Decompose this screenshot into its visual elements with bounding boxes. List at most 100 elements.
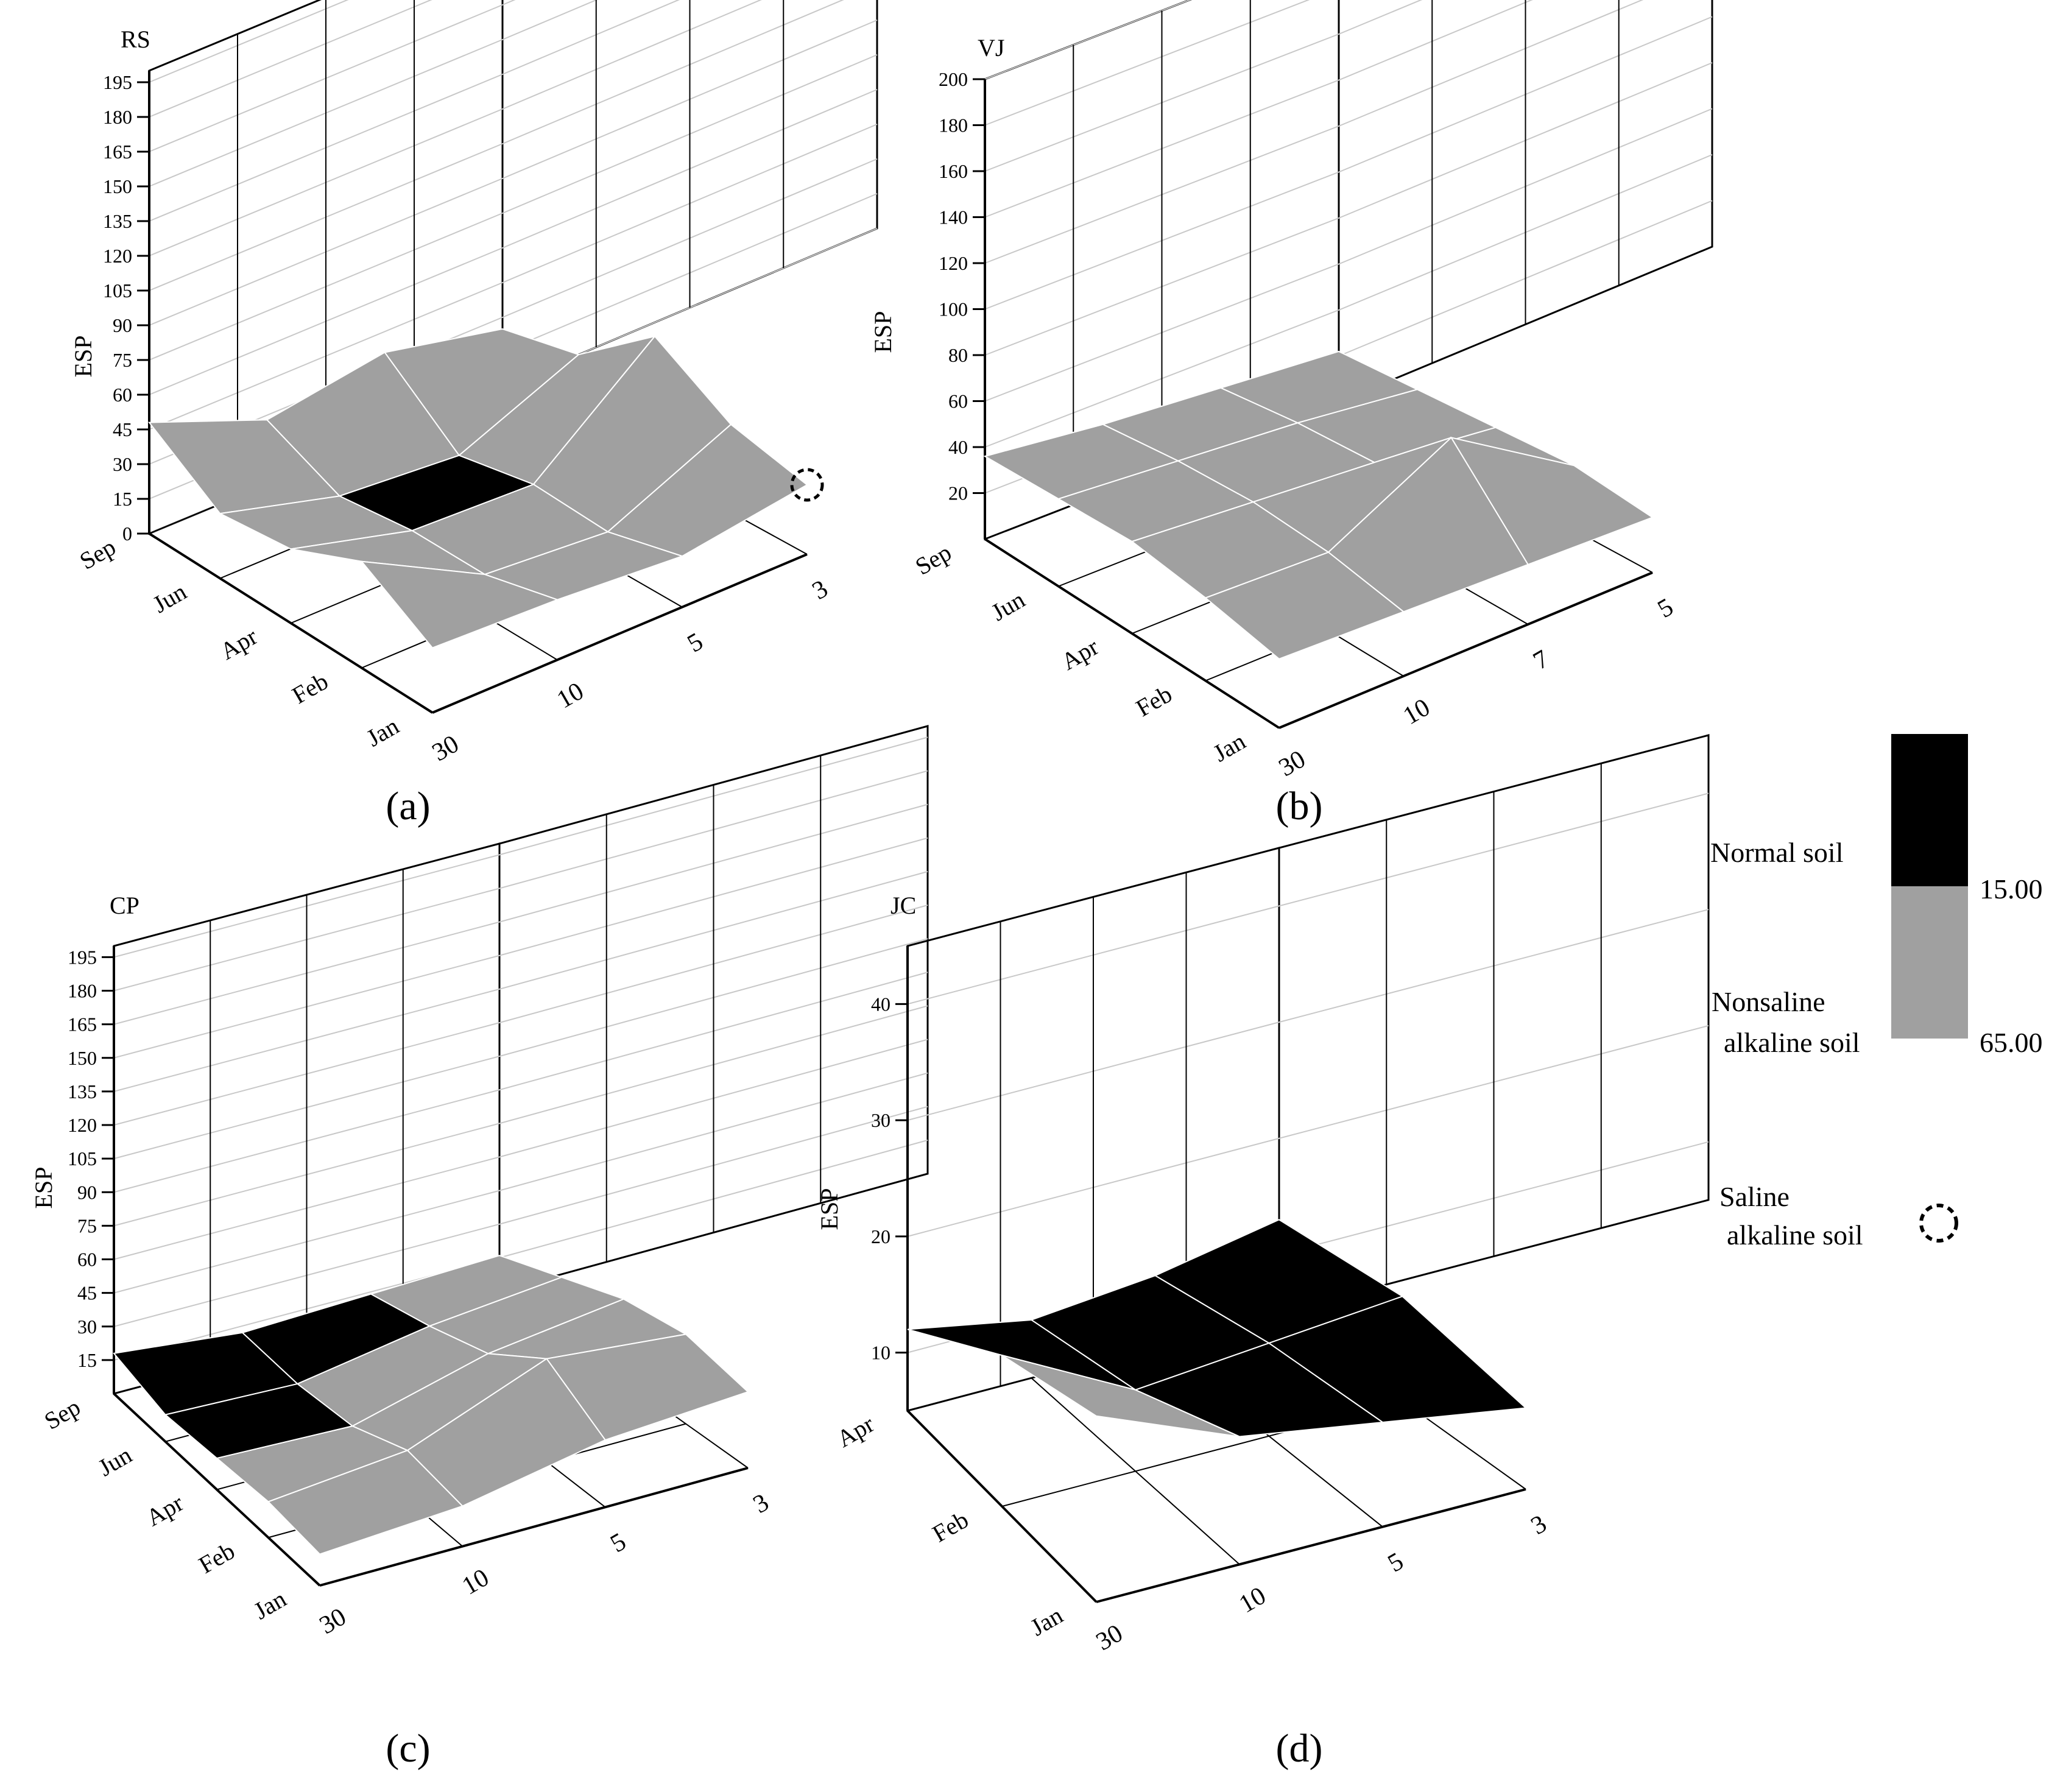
wall-gridline — [113, 1039, 928, 1260]
month-axis-line — [113, 1392, 321, 1587]
month-tick-label: Apr — [141, 1489, 188, 1531]
wall-gridline — [113, 837, 928, 1059]
esp-axis: 20 40 60 80 100 120 140 160 180 200 ESP — [869, 68, 986, 539]
month-tick-label: Jan — [1208, 727, 1250, 767]
esp-tick-label: 30 — [77, 1316, 97, 1338]
esp-tick-label: 105 — [103, 280, 132, 302]
esp-tick-label: 180 — [939, 115, 968, 136]
depth-tick-label: 5 — [1653, 593, 1678, 624]
month-tick-label: Sep — [911, 538, 956, 580]
depth-axis-line — [1278, 571, 1653, 729]
wall-gridline — [984, 16, 1713, 310]
esp-axis-label: ESP — [869, 311, 897, 353]
wall-gridline — [149, 0, 349, 83]
right-back-wall — [1278, 734, 1710, 1314]
wall-gridline — [113, 1072, 928, 1294]
depth-tick-label: 10 — [552, 677, 588, 714]
esp-tick-label: 20 — [871, 1226, 890, 1247]
month-tick-label: Sep — [40, 1393, 85, 1435]
esp-tick-label: 15 — [77, 1349, 97, 1371]
wall-gridline — [984, 108, 1713, 402]
month-tick-label: Apr — [1057, 633, 1103, 676]
wall-gridline — [149, 54, 878, 361]
esp-tick-label: 0 — [122, 523, 132, 545]
surface-cell — [1204, 551, 1405, 660]
esp-tick-label: 75 — [77, 1215, 97, 1236]
legend-swatch-normal — [1891, 734, 1968, 886]
depth-tick-label: 3 — [808, 575, 833, 605]
wall-gridline — [149, 0, 516, 152]
esp-tick-label: 105 — [68, 1148, 97, 1169]
esp-tick-label: 45 — [113, 418, 132, 440]
depth-tick-label: 3 — [749, 1489, 774, 1519]
month-tick-label: Feb — [928, 1506, 973, 1548]
month-tick-label: Apr — [832, 1410, 878, 1453]
depth-axis-line — [1096, 1488, 1526, 1603]
esp-axis: 10 20 30 40 ESP — [816, 946, 909, 1411]
esp-tick-label: 195 — [103, 71, 132, 93]
wall-gridline — [984, 0, 1423, 172]
wall-gridline — [113, 1005, 928, 1227]
depth-axis: 30 10 5 3 — [1091, 1510, 1551, 1657]
esp-tick-label: 45 — [77, 1282, 97, 1304]
legend-nonsaline-label-1: Nonsaline — [1712, 986, 1825, 1017]
wall-gridline — [113, 736, 928, 958]
depth-tick-label: 5 — [606, 1528, 631, 1558]
wall-gridline — [907, 1025, 1709, 1237]
month-tick-label: Jan — [1026, 1601, 1068, 1642]
month-axis: Apr Feb Jan — [832, 1410, 1067, 1642]
month-tick-label: Feb — [287, 667, 333, 709]
wall-gridline — [149, 89, 878, 395]
wall-gridline — [907, 792, 1709, 1005]
esp-tick-label: 165 — [103, 141, 132, 163]
wall-gridline — [113, 870, 928, 1092]
esp-tick-label: 40 — [871, 993, 890, 1015]
esp-axis-label: ESP — [69, 336, 97, 378]
wall-gridline — [984, 0, 1310, 126]
floor-line-depth — [1031, 1377, 1240, 1565]
esp-tick-label: 90 — [113, 314, 132, 336]
esp-tick-label: 200 — [939, 68, 968, 90]
legend: Normal soil 15.00 Nonsaline alkaline soi… — [1710, 734, 2043, 1251]
wall-gridline — [113, 1106, 928, 1327]
month-axis-line — [148, 532, 434, 714]
depth-tick-label: 3 — [1526, 1510, 1551, 1540]
esp-axis-label: ESP — [816, 1188, 843, 1230]
wall-gridline — [113, 770, 928, 992]
depth-tick-label: 5 — [683, 627, 708, 658]
legend-normal-label: Normal soil — [1710, 837, 1843, 868]
saline-marker-icon — [1919, 1204, 1958, 1243]
wall-gridline — [984, 62, 1713, 356]
month-tick-label: Jan — [362, 712, 404, 752]
month-axis-line — [906, 1409, 1098, 1603]
right-back-wall — [498, 725, 929, 1293]
wall-gridline — [984, 0, 1644, 264]
legend-threshold-high: 65.00 — [1980, 1027, 2043, 1058]
esp-tick-label: 120 — [939, 252, 968, 274]
depth-tick-label: 7 — [1529, 645, 1554, 676]
wall-gridline — [984, 154, 1713, 448]
month-tick-label: Feb — [1131, 680, 1176, 722]
surface-plot-c: 153045607590105120135150165180195ESPSepJ… — [30, 725, 929, 1771]
esp-tick-label: 15 — [113, 488, 132, 510]
month-tick-label: Apr — [216, 623, 262, 665]
floor-grid — [906, 1312, 1526, 1603]
esp-tick-label: 20 — [948, 482, 968, 504]
esp-tick-label: 160 — [939, 160, 968, 182]
wall-gridline — [149, 0, 844, 291]
esp-axis-label: ESP — [30, 1167, 57, 1209]
esp-tick-label: 90 — [77, 1181, 97, 1203]
legend-saline-label-1: Saline — [1719, 1181, 1790, 1212]
depth-tick-label: 30 — [1274, 745, 1310, 782]
esp-tick-label: 195 — [68, 946, 97, 968]
surface-cell — [1001, 1355, 1240, 1437]
plot-title: RS — [121, 26, 150, 53]
surface — [113, 1255, 749, 1555]
surface — [147, 328, 808, 649]
month-tick-label: Jun — [148, 577, 191, 618]
wall-gridline — [907, 909, 1709, 1121]
esp-axis: 0 15 30 45 60 75 90 105 120 135 150 165 180 195 ESP — [69, 71, 150, 545]
esp-tick-label: 60 — [77, 1249, 97, 1271]
month-tick-label: Sep — [75, 533, 120, 575]
right-back-wall — [1338, 0, 1713, 404]
